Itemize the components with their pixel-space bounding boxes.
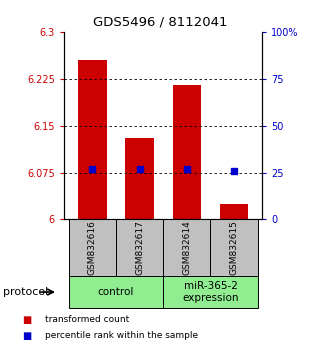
Bar	[125, 138, 154, 219]
Text: ■: ■	[22, 331, 32, 341]
Bar	[69, 219, 116, 276]
Bar	[173, 85, 201, 219]
Bar	[220, 204, 248, 219]
Bar	[116, 219, 163, 276]
Text: GSM832614: GSM832614	[182, 221, 191, 275]
Bar	[78, 60, 107, 219]
Text: GSM832617: GSM832617	[135, 220, 144, 275]
Text: protocol: protocol	[3, 287, 48, 297]
Text: GSM832615: GSM832615	[229, 220, 238, 275]
Text: control: control	[98, 287, 134, 297]
Bar	[69, 276, 163, 308]
Text: percentile rank within the sample: percentile rank within the sample	[45, 331, 198, 340]
Bar	[163, 276, 258, 308]
Text: transformed count: transformed count	[45, 315, 129, 324]
Text: miR-365-2
expression: miR-365-2 expression	[182, 281, 239, 303]
Bar	[211, 219, 258, 276]
Text: GSM832616: GSM832616	[88, 220, 97, 275]
Bar	[163, 219, 211, 276]
Text: ■: ■	[22, 315, 32, 325]
Text: GDS5496 / 8112041: GDS5496 / 8112041	[93, 16, 227, 29]
